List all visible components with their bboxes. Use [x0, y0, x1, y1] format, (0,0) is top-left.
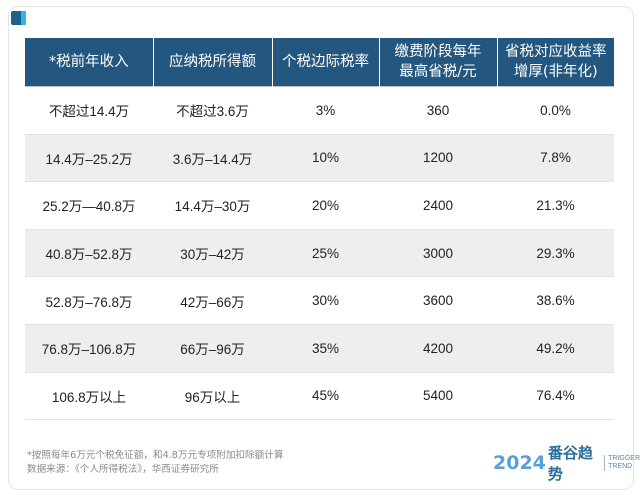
cell-yield-boost: 49.2%: [497, 324, 614, 373]
corner-logo-icon: [11, 11, 27, 27]
cell-pretax-income: 不超过14.4万: [25, 86, 153, 135]
logo-name-cn: 番谷趋势: [547, 444, 593, 483]
header-taxable-income: 应纳税所得额: [153, 38, 273, 87]
cell-max-tax-saving: 2400: [379, 181, 497, 230]
table-row: 76.8万–106.8万 66万–96万 35% 4200 49.2%: [25, 324, 614, 373]
header-row: *税前年收入 应纳税所得额 个税边际税率 缴费阶段每年 最高省税/元 省税对应收…: [25, 38, 614, 87]
cell-marginal-rate: 25%: [272, 229, 379, 278]
brand-logo: 2024 番谷趋势 TRIGGER TREND: [493, 444, 640, 483]
logo-year: 2024: [493, 452, 546, 474]
cell-taxable-income: 66万–96万: [153, 324, 272, 373]
cell-max-tax-saving: 5400: [379, 372, 497, 421]
cell-yield-boost: 38.6%: [497, 276, 614, 325]
table-body: 不超过14.4万 不超过3.6万 3% 360 0.0% 14.4万–25.2万…: [25, 86, 614, 421]
cell-marginal-rate: 3%: [272, 86, 379, 135]
cell-pretax-income: 76.8万–106.8万: [25, 324, 153, 373]
cell-yield-boost: 21.3%: [497, 181, 614, 230]
cell-taxable-income: 14.4万–30万: [153, 181, 272, 230]
cell-max-tax-saving: 1200: [379, 134, 497, 183]
cell-pretax-income: 25.2万—40.8万: [25, 181, 153, 230]
table-row: 52.8万–76.8万 42万–66万 30% 3600 38.6%: [25, 276, 614, 325]
cell-taxable-income: 30万–42万: [153, 229, 272, 278]
cell-yield-boost: 7.8%: [497, 134, 614, 183]
table-row: 106.8万以上 96万以上 45% 5400 76.4%: [25, 372, 614, 421]
cell-yield-boost: 29.3%: [497, 229, 614, 278]
header-max-tax-saving: 缴费阶段每年 最高省税/元: [379, 38, 498, 87]
header-yield-boost: 省税对应收益率 增厚(非年化): [497, 38, 614, 87]
table-header: *税前年收入 应纳税所得额 个税边际税率 缴费阶段每年 最高省税/元 省税对应收…: [25, 38, 614, 87]
cell-yield-boost: 0.0%: [497, 86, 614, 135]
header-marginal-rate: 个税边际税率: [272, 38, 380, 87]
cell-marginal-rate: 10%: [272, 134, 379, 183]
tax-rate-table: *税前年收入 应纳税所得额 个税边际税率 缴费阶段每年 最高省税/元 省税对应收…: [25, 38, 614, 421]
logo-name-en-line1: TRIGGER: [608, 455, 640, 462]
footnote-calculation-note: *按照每年6万元个税免征额，和4.8万元专项附加扣除额计算: [27, 450, 284, 461]
cell-taxable-income: 不超过3.6万: [153, 86, 272, 135]
table-row: 25.2万—40.8万 14.4万–30万 20% 2400 21.3%: [25, 181, 614, 230]
cell-marginal-rate: 45%: [272, 372, 379, 421]
cell-max-tax-saving: 4200: [379, 324, 497, 373]
header-pretax-income: *税前年收入: [25, 38, 154, 87]
cell-pretax-income: 52.8万–76.8万: [25, 276, 153, 325]
cell-max-tax-saving: 3600: [379, 276, 497, 325]
logo-name-en: TRIGGER TREND: [604, 455, 640, 471]
table-row: 不超过14.4万 不超过3.6万 3% 360 0.0%: [25, 86, 614, 135]
table-row: 14.4万–25.2万 3.6万–14.4万 10% 1200 7.8%: [25, 134, 614, 183]
cell-yield-boost: 76.4%: [497, 372, 614, 421]
cell-marginal-rate: 30%: [272, 276, 379, 325]
cell-marginal-rate: 35%: [272, 324, 379, 373]
cell-pretax-income: 106.8万以上: [25, 372, 153, 421]
cell-max-tax-saving: 360: [379, 86, 497, 135]
cell-taxable-income: 42万–66万: [153, 276, 272, 325]
cell-marginal-rate: 20%: [272, 181, 379, 230]
logo-name-en-line2: TREND: [608, 463, 633, 470]
table-row: 40.8万–52.8万 30万–42万 25% 3000 29.3%: [25, 229, 614, 278]
cell-taxable-income: 3.6万–14.4万: [153, 134, 272, 183]
cell-pretax-income: 14.4万–25.2万: [25, 134, 153, 183]
cell-max-tax-saving: 3000: [379, 229, 497, 278]
footnote-data-source: 数据来源：《个人所得税法》，华西证券研究所: [27, 463, 219, 475]
footnote: *按照每年6万元个税免征额，和4.8万元专项附加扣除额计算 数据来源：《个人所得…: [27, 449, 283, 476]
cell-taxable-income: 96万以上: [153, 372, 272, 421]
cell-pretax-income: 40.8万–52.8万: [25, 229, 153, 278]
